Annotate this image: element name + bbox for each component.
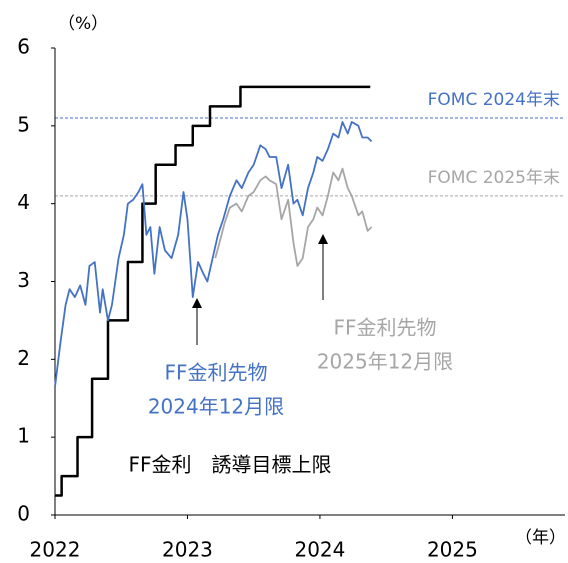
y-unit: （%） [58, 14, 108, 34]
x-tick-label: 2024 [294, 538, 345, 562]
series-line [55, 85, 371, 497]
arrow-head [318, 234, 328, 244]
arrows [192, 234, 328, 345]
series-label: FF金利先物 [333, 316, 436, 340]
series-label: 2025年12月限 [317, 350, 453, 374]
y-tick-label: 4 [17, 190, 30, 214]
arrow-head [192, 298, 202, 308]
x-tick-label: 2022 [30, 538, 81, 562]
series-label: FF金利 誘導目標上限 [128, 453, 331, 477]
y-tick-label: 5 [17, 112, 30, 136]
y-tick-label: 0 [17, 502, 30, 526]
reference-label: FOMC 2025年末 [428, 168, 560, 188]
series-label: FF金利先物 [164, 361, 267, 385]
y-tick-label: 6 [17, 35, 30, 59]
y-tick-label: 2 [17, 346, 30, 370]
series-line [54, 121, 373, 387]
x-tick-label: 2023 [162, 538, 213, 562]
y-tick-label: 1 [17, 424, 30, 448]
x-tick-label: 2025 [427, 538, 478, 562]
series-label: 2024年12月限 [148, 395, 284, 419]
y-tick-label: 3 [17, 268, 30, 292]
x-unit: （年） [515, 528, 566, 548]
reference-label: FOMC 2024年末 [428, 90, 560, 110]
series-line [214, 167, 373, 267]
